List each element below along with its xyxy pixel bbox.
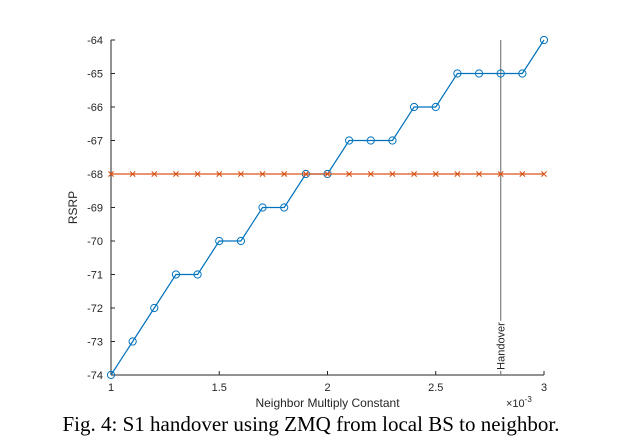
- x-axis-label: Neighbor Multiply Constant: [255, 396, 400, 410]
- data-point-x: [237, 171, 244, 177]
- data-point-circle: [410, 102, 419, 112]
- handover-label-background: [493, 320, 510, 371]
- y-axis-label: RSRP: [66, 191, 80, 224]
- y-tick-label: -72: [87, 303, 103, 315]
- data-point-x: [541, 171, 547, 177]
- data-point-x: [432, 171, 439, 177]
- data-point-circle: [236, 236, 245, 246]
- data-point-x: [389, 171, 396, 177]
- data-point-x: [497, 171, 504, 177]
- data-point-x: [129, 171, 136, 177]
- data-point-circle: [388, 136, 397, 145]
- y-tick-label: -68: [87, 169, 103, 181]
- data-point-x: [281, 171, 288, 177]
- data-point-x: [108, 171, 114, 177]
- data-point-x: [194, 171, 201, 177]
- data-point-circle: [193, 270, 202, 279]
- y-tick-label: -66: [87, 102, 103, 114]
- x-axis-exponent-base: ×10: [506, 398, 525, 410]
- rsrp-chart: -74 -73 -72 -71 -70 -69 -68 -67 -66 -65 -64 1 1.5 2 2.…: [66, 35, 549, 410]
- y-tick-label: -70: [87, 236, 103, 248]
- y-tick-label: -69: [87, 203, 103, 215]
- data-point-circle: [539, 35, 549, 45]
- series-line: [110, 39, 545, 376]
- y-tick-label: -71: [87, 270, 103, 282]
- data-point-circle: [150, 303, 159, 313]
- y-tick-label: -67: [87, 136, 103, 148]
- data-point-x: [519, 171, 526, 177]
- data-point-circle: [453, 69, 462, 78]
- data-point-circle: [431, 102, 440, 112]
- data-point-x: [454, 171, 461, 177]
- data-point-x: [324, 171, 331, 177]
- x-tick-label: 1: [108, 382, 114, 394]
- plot-area: -74 -73 -72 -71 -70 -69 -68 -67 -66 -65 -64 1 1.5 2 2.…: [87, 35, 549, 394]
- y-tick-label: -65: [87, 69, 103, 81]
- x-tick-label: 2: [324, 382, 330, 394]
- y-tick-label: -74: [87, 370, 103, 382]
- data-point-x: [259, 171, 266, 177]
- data-point-circle: [345, 136, 354, 145]
- data-point-circle: [215, 236, 224, 246]
- data-point-x: [411, 171, 418, 177]
- data-point-x: [367, 171, 374, 177]
- data-point-circle: [474, 69, 484, 78]
- data-point-x: [216, 171, 223, 177]
- y-tick-label: -73: [87, 337, 103, 349]
- figure-caption: Fig. 4: S1 handover using ZMQ from local…: [62, 412, 560, 436]
- data-point-circle: [258, 203, 267, 212]
- data-point-circle: [128, 337, 137, 346]
- data-point-x: [302, 171, 309, 177]
- handover-label: Handover: [496, 322, 508, 370]
- x-axis-exponent-power: -3: [525, 395, 533, 404]
- data-point-circle: [496, 69, 505, 78]
- data-point-circle: [280, 203, 289, 212]
- x-tick-label: 3: [541, 382, 547, 394]
- x-axis-exponent: ×10-3: [506, 395, 532, 410]
- y-tick-label: -64: [87, 35, 103, 47]
- x-tick-label: 2.5: [428, 382, 443, 394]
- data-point-x: [476, 171, 483, 177]
- data-point-x: [346, 171, 353, 177]
- data-point-x: [151, 171, 158, 177]
- data-point-x: [172, 171, 179, 177]
- x-tick-label: 1.5: [212, 382, 227, 394]
- data-point-circle: [366, 136, 375, 145]
- data-point-circle: [518, 69, 527, 78]
- data-point-circle: [171, 270, 181, 279]
- data-point-circle: [106, 370, 116, 380]
